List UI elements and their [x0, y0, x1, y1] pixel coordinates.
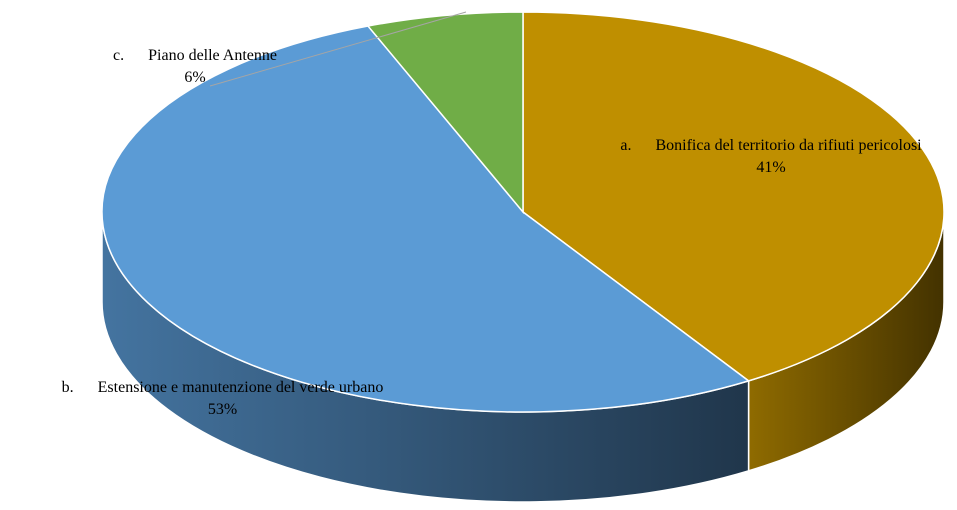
- value-label: 41%: [756, 159, 786, 176]
- slice: [522, 11, 945, 382]
- data-label: b. Estensione e manutenzione del verde u…: [0, 377, 445, 421]
- category-label: c. Piano delle Antenne: [113, 47, 277, 64]
- category-label: a. Bonifica del territorio da rifiuti pe…: [620, 137, 922, 154]
- value-label: 53%: [207, 401, 238, 418]
- data-label: c. Piano delle Antenne 6%: [60, 45, 330, 89]
- slice: [101, 25, 751, 413]
- category-label: b. Estensione e manutenzione del verde u…: [61, 379, 384, 396]
- leader-line: [209, 11, 467, 87]
- value-label: 6%: [184, 69, 206, 86]
- data-label: a. Bonifica del territorio da rifiuti pe…: [585, 135, 957, 179]
- slice: [366, 11, 524, 215]
